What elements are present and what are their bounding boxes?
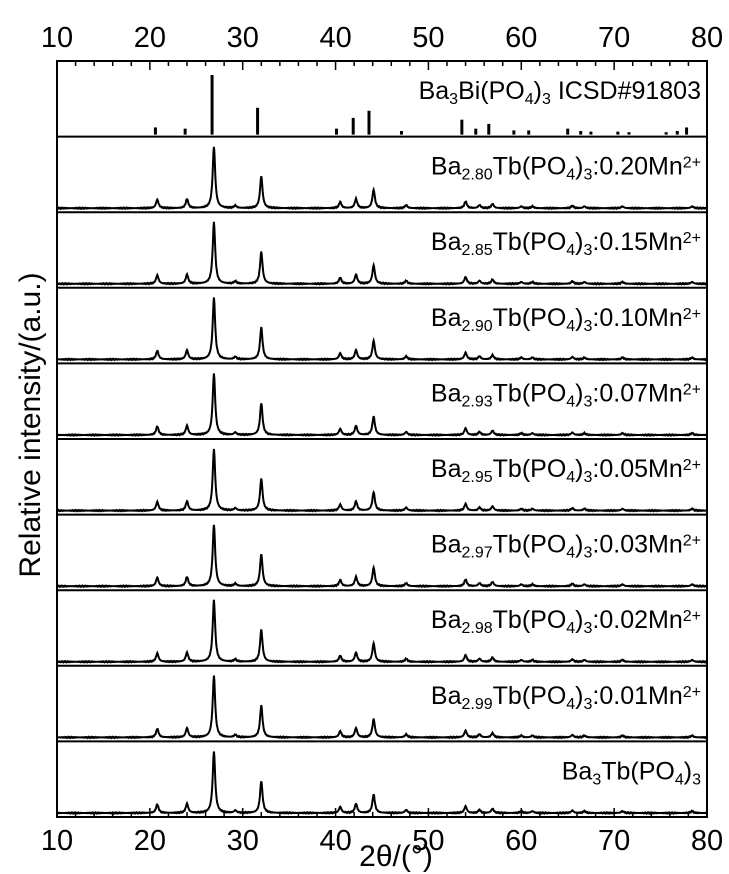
pattern-line bbox=[56, 448, 708, 513]
pattern-label: Ba2.85Tb(PO4)3:0.15Mn2+ bbox=[431, 228, 701, 259]
pattern-label: Ba2.97Tb(PO4)3:0.03Mn2+ bbox=[431, 531, 701, 562]
pattern-line bbox=[56, 146, 708, 211]
x-tick-label-bottom: 50 bbox=[412, 825, 444, 857]
x-tick-label-bottom: 10 bbox=[41, 825, 73, 857]
pattern-line bbox=[56, 751, 708, 816]
pattern-line bbox=[56, 221, 708, 286]
x-tick-label-bottom: 80 bbox=[691, 825, 723, 857]
pattern-label: Ba2.80Tb(PO4)3:0.20Mn2+ bbox=[431, 153, 701, 184]
x-tick-label-top: 70 bbox=[598, 22, 630, 54]
pattern-label: Ba2.90Tb(PO4)3:0.10Mn2+ bbox=[431, 304, 701, 335]
x-tick-label-top: 20 bbox=[134, 22, 166, 54]
reference-panel: Ba3Bi(PO4)3 ICSD#91803 bbox=[153, 75, 701, 135]
x-tick-label-bottom: 20 bbox=[134, 825, 166, 857]
x-axis-title: 2θ/(°) bbox=[359, 840, 433, 873]
pattern-panel: Ba2.98Tb(PO4)3:0.02Mn2+ bbox=[56, 599, 708, 664]
y-axis-title: Relative intensity/(a.u.) bbox=[14, 272, 47, 577]
x-tick-label-top: 50 bbox=[412, 22, 444, 54]
pattern-line bbox=[56, 373, 708, 438]
pattern-panel: Ba2.80Tb(PO4)3:0.20Mn2+ bbox=[56, 146, 708, 211]
pattern-label: Ba2.99Tb(PO4)3:0.01Mn2+ bbox=[431, 682, 701, 713]
pattern-panel: Ba2.93Tb(PO4)3:0.07Mn2+ bbox=[56, 373, 708, 438]
x-tick-label-top: 30 bbox=[227, 22, 259, 54]
pattern-panel: Ba3Tb(PO4)3 bbox=[56, 751, 708, 816]
pattern-panel: Ba2.90Tb(PO4)3:0.10Mn2+ bbox=[56, 297, 708, 362]
x-tick-label-top: 40 bbox=[319, 22, 351, 54]
pattern-panel: Ba2.97Tb(PO4)3:0.03Mn2+ bbox=[56, 524, 708, 589]
x-tick-label-bottom: 40 bbox=[319, 825, 351, 857]
x-tick-label-bottom: 70 bbox=[598, 825, 630, 857]
plot-frame bbox=[56, 60, 708, 818]
x-tick-label-top: 60 bbox=[505, 22, 537, 54]
pattern-panel: Ba2.85Tb(PO4)3:0.15Mn2+ bbox=[56, 221, 708, 286]
reference-label: Ba3Bi(PO4)3 ICSD#91803 bbox=[419, 77, 701, 108]
pattern-label: Ba2.98Tb(PO4)3:0.02Mn2+ bbox=[431, 606, 701, 637]
pattern-label: Ba3Tb(PO4)3 bbox=[562, 757, 701, 788]
axis-ticks: 10 10 20 20 30 30 40 40 50 50 60 60 70 70 80 80 bbox=[41, 22, 723, 857]
pattern-line bbox=[56, 297, 708, 362]
x-tick-label-bottom: 30 bbox=[227, 825, 259, 857]
panels-layer: Ba3Bi(PO4)3 ICSD#91803 Ba2.80Tb(PO4)3:0.2… bbox=[56, 75, 708, 816]
pattern-line bbox=[56, 524, 708, 589]
x-tick-label-top: 80 bbox=[691, 22, 723, 54]
pattern-label: Ba2.93Tb(PO4)3:0.07Mn2+ bbox=[431, 379, 701, 410]
x-tick-label-top: 10 bbox=[41, 22, 73, 54]
pattern-line bbox=[56, 599, 708, 664]
x-tick-label-bottom: 60 bbox=[505, 825, 537, 857]
pattern-line bbox=[56, 675, 708, 740]
pattern-panel: Ba2.95Tb(PO4)3:0.05Mn2+ bbox=[56, 448, 708, 513]
pattern-panel: Ba2.99Tb(PO4)3:0.01Mn2+ bbox=[56, 675, 708, 740]
pattern-label: Ba2.95Tb(PO4)3:0.05Mn2+ bbox=[431, 455, 701, 486]
